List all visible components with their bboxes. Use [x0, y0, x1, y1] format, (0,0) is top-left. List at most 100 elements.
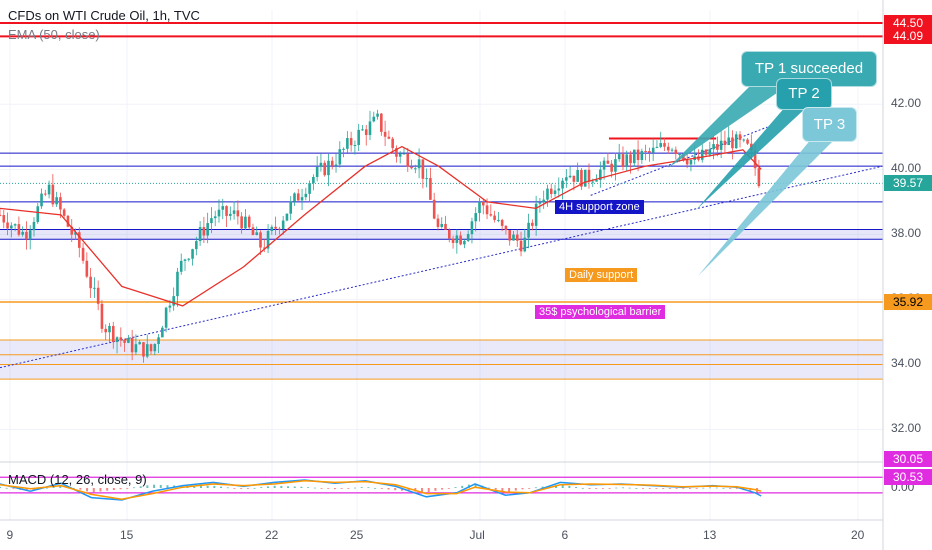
macd-hist-bar [608, 488, 611, 489]
macd-hist-bar [628, 487, 631, 489]
candle-body [387, 136, 391, 139]
candle-body [251, 227, 255, 236]
tp3-callout: TP 3 [802, 107, 857, 142]
candle-body [640, 151, 644, 161]
macd-hist-bar [220, 486, 223, 488]
price-level-label: 44.50 [884, 15, 932, 31]
macd-hist-bar [99, 488, 102, 492]
candle-body [221, 206, 225, 210]
candle-body [372, 116, 376, 122]
macd-hist-bar [106, 488, 109, 491]
macd-hist-bar [514, 488, 517, 491]
candle-body [191, 249, 194, 259]
candle-body [202, 227, 206, 236]
candle-body [296, 193, 300, 201]
candle-body [312, 176, 315, 184]
candle-body [402, 153, 406, 155]
candle-body [421, 159, 425, 179]
price-axis-tick: 40.00 [891, 161, 922, 176]
candle-body [493, 215, 496, 220]
candle-body [512, 234, 515, 241]
macd-hist-bar [139, 486, 142, 488]
candle-body [523, 237, 527, 252]
candle-body [247, 216, 251, 228]
psychological-barrier-annotation: 35$ psychological barrier [535, 305, 666, 319]
candle-body [334, 164, 338, 166]
macd-hist-bar [300, 486, 303, 488]
macd-hist-bar [280, 486, 283, 488]
candle-body [255, 232, 259, 236]
candle-body [62, 209, 66, 216]
candle-body [553, 190, 557, 195]
macd-hist-bar [0, 486, 1, 488]
candle-body [731, 137, 734, 149]
candle-body [213, 216, 217, 219]
candle-body [500, 219, 504, 226]
candle-body [395, 148, 398, 157]
macd-hist-bar [709, 487, 712, 489]
macd-hist-bar [722, 487, 725, 489]
candle-body [515, 234, 519, 241]
candle-body [315, 166, 319, 177]
candle-body [85, 260, 89, 277]
macd-hist-bar [112, 488, 115, 490]
candle-body [648, 151, 651, 153]
macd-hist-bar [347, 488, 350, 489]
macd-hist-bar [387, 488, 390, 490]
candle-body [217, 209, 221, 217]
candle-body [51, 184, 55, 205]
candle-body [610, 163, 613, 172]
candle-body [361, 129, 364, 131]
candle-body [447, 229, 451, 239]
candle-body [700, 149, 704, 160]
candle-body [417, 159, 421, 169]
macd-hist-bar [581, 487, 584, 489]
candle-body [270, 226, 274, 231]
candle-body [47, 184, 51, 195]
candle-body [225, 206, 228, 216]
candle-body [36, 206, 40, 222]
candle-body [293, 193, 296, 202]
candle-body [591, 181, 595, 183]
time-axis-tick: 15 [120, 528, 134, 542]
macd-hist-bar [32, 488, 35, 491]
candle-body [285, 213, 289, 221]
candle-body [149, 344, 153, 352]
macd-hist-bar [273, 485, 276, 488]
candle-body [659, 143, 663, 147]
macd-hist-bar [615, 487, 618, 489]
candle-body [93, 287, 96, 289]
macd-hist-bar [45, 487, 48, 489]
macd-hist-bar [688, 488, 691, 489]
candle-body [266, 230, 270, 249]
channel-trendline [590, 126, 768, 196]
macd-hist-bar [86, 488, 89, 492]
macd-indicator-label[interactable]: MACD (12, 26, close, 9) [8, 472, 147, 487]
macd-hist-bar [327, 488, 330, 489]
candle-body [508, 230, 512, 241]
candle-body [474, 213, 478, 222]
candle-body [376, 113, 379, 117]
macd-hist-bar [601, 488, 604, 489]
macd-hist-bar [487, 487, 490, 489]
macd-hist-bar [461, 485, 464, 488]
candle-body [142, 342, 145, 357]
candle-body [323, 162, 327, 176]
candle-body [153, 343, 157, 352]
macd-signal-line [0, 480, 762, 500]
candle-body [346, 138, 349, 149]
price-level-label: 35.92 [884, 294, 932, 310]
candle-body [685, 159, 689, 165]
macd-hist-bar [374, 487, 377, 489]
macd-hist-bar [729, 488, 732, 489]
candle-body [644, 151, 647, 153]
ema-indicator-label[interactable]: EMA (50, close) [8, 27, 100, 42]
candle-body [704, 149, 708, 155]
candle-body [436, 218, 440, 227]
candle-body [636, 149, 640, 161]
candle-body [81, 247, 85, 261]
candle-body [538, 202, 542, 204]
macd-hist-bar [421, 488, 424, 493]
candle-body [353, 144, 357, 146]
